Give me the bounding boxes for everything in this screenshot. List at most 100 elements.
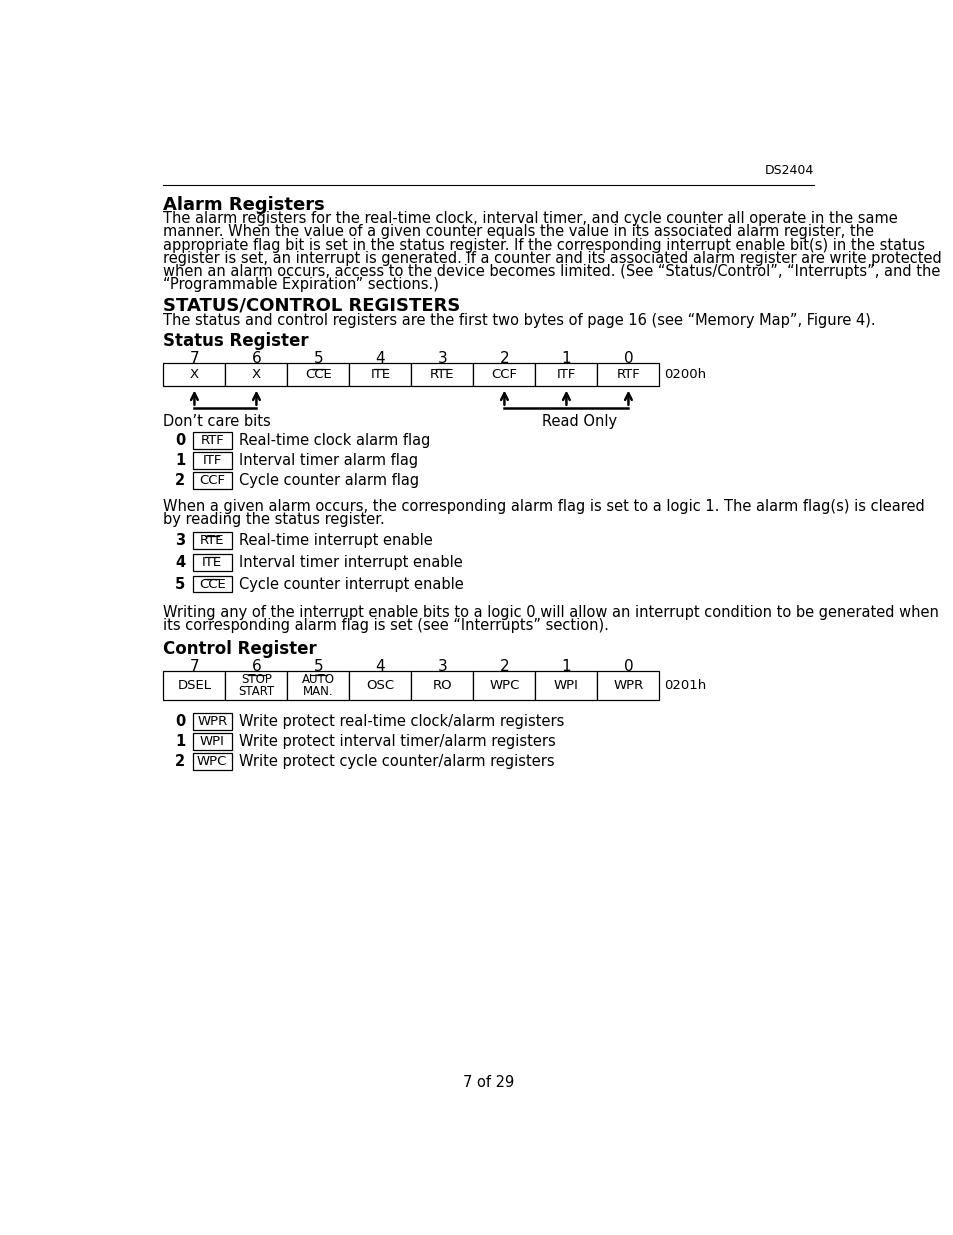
Text: WPC: WPC [197, 755, 227, 768]
Bar [193, 576, 232, 593]
Text: MAN.: MAN. [303, 685, 334, 698]
Text: DS2404: DS2404 [764, 164, 814, 178]
Text: Real-time clock alarm flag: Real-time clock alarm flag [239, 433, 431, 448]
Text: Write protect real-time clock/alarm registers: Write protect real-time clock/alarm regi… [239, 714, 564, 729]
Bar [535, 671, 597, 700]
Bar [597, 671, 659, 700]
Text: WPC: WPC [489, 679, 519, 692]
Text: 4: 4 [375, 351, 385, 366]
Bar [193, 713, 232, 730]
Text: 3: 3 [174, 534, 185, 548]
Text: 4: 4 [174, 555, 185, 571]
Bar [473, 363, 535, 387]
Text: RTE: RTE [430, 368, 455, 382]
Text: RO: RO [432, 679, 452, 692]
Text: Read Only: Read Only [541, 414, 616, 429]
Text: ITE: ITE [370, 368, 390, 382]
Bar [473, 671, 535, 700]
Text: 1: 1 [174, 453, 185, 468]
Text: “Programmable Expiration” sections.): “Programmable Expiration” sections.) [163, 277, 438, 291]
Text: 7: 7 [190, 658, 199, 674]
Text: 2: 2 [499, 658, 509, 674]
Text: Interval timer alarm flag: Interval timer alarm flag [239, 453, 418, 468]
Text: manner. When the value of a given counter equals the value in its associated ala: manner. When the value of a given counte… [163, 225, 874, 240]
Text: 0: 0 [623, 351, 633, 366]
Bar [193, 732, 232, 750]
Text: START: START [238, 685, 274, 698]
Text: Control Register: Control Register [163, 640, 316, 658]
Text: 0201h: 0201h [663, 679, 705, 692]
Text: Cycle counter interrupt enable: Cycle counter interrupt enable [239, 577, 464, 592]
Text: RTF: RTF [616, 368, 639, 382]
Bar [411, 671, 473, 700]
Bar [411, 363, 473, 387]
Text: The status and control registers are the first two bytes of page 16 (see “Memory: The status and control registers are the… [163, 312, 875, 329]
Text: 0: 0 [174, 433, 185, 448]
Bar [193, 752, 232, 769]
Text: WPR: WPR [197, 715, 227, 727]
Bar [349, 671, 411, 700]
Text: AUTO: AUTO [301, 673, 335, 685]
Text: STATUS/CONTROL REGISTERS: STATUS/CONTROL REGISTERS [163, 296, 460, 314]
Text: Real-time interrupt enable: Real-time interrupt enable [239, 534, 433, 548]
Text: When a given alarm occurs, the corresponding alarm flag is set to a logic 1. The: When a given alarm occurs, the correspon… [163, 499, 924, 514]
Text: 7: 7 [190, 351, 199, 366]
Text: 0: 0 [623, 658, 633, 674]
Text: WPI: WPI [199, 735, 225, 747]
Text: 3: 3 [437, 351, 447, 366]
Text: 5: 5 [314, 658, 323, 674]
Text: 1: 1 [174, 734, 185, 748]
Bar [163, 671, 225, 700]
Text: 3: 3 [437, 658, 447, 674]
Text: The alarm registers for the real-time clock, interval timer, and cycle counter a: The alarm registers for the real-time cl… [163, 211, 897, 226]
Text: CCE: CCE [305, 368, 332, 382]
Text: 2: 2 [174, 753, 185, 768]
Bar [225, 671, 287, 700]
Text: X: X [190, 368, 199, 382]
Text: 0200h: 0200h [663, 368, 705, 382]
Text: Status Register: Status Register [163, 332, 309, 351]
Text: CCF: CCF [491, 368, 517, 382]
Text: 4: 4 [375, 658, 385, 674]
Text: CCF: CCF [199, 474, 225, 488]
Text: by reading the status register.: by reading the status register. [163, 511, 385, 526]
Text: Writing any of the interrupt enable bits to a logic 0 will allow an interrupt co: Writing any of the interrupt enable bits… [163, 605, 939, 620]
Bar [287, 671, 349, 700]
Text: ITE: ITE [202, 556, 222, 569]
Text: register is set, an interrupt is generated. If a counter and its associated alar: register is set, an interrupt is generat… [163, 251, 942, 266]
Text: when an alarm occurs, access to the device becomes limited. (See “Status/Control: when an alarm occurs, access to the devi… [163, 264, 940, 279]
Text: 6: 6 [252, 658, 261, 674]
Text: WPI: WPI [554, 679, 578, 692]
Text: OSC: OSC [366, 679, 395, 692]
Bar [535, 363, 597, 387]
Text: 2: 2 [499, 351, 509, 366]
Bar [349, 363, 411, 387]
Text: 6: 6 [252, 351, 261, 366]
Text: ITF: ITF [202, 454, 222, 467]
Bar [193, 452, 232, 469]
Text: 5: 5 [314, 351, 323, 366]
Text: ITF: ITF [557, 368, 576, 382]
Bar [193, 532, 232, 550]
Bar [163, 363, 225, 387]
Bar [597, 363, 659, 387]
Text: 0: 0 [174, 714, 185, 729]
Text: DSEL: DSEL [177, 679, 212, 692]
Text: 1: 1 [561, 658, 571, 674]
Text: Alarm Registers: Alarm Registers [163, 196, 325, 214]
Text: 7 of 29: 7 of 29 [463, 1074, 514, 1089]
Bar [193, 432, 232, 450]
Bar [193, 472, 232, 489]
Text: X: X [252, 368, 261, 382]
Text: RTF: RTF [200, 435, 224, 447]
Bar [225, 363, 287, 387]
Text: Interval timer interrupt enable: Interval timer interrupt enable [239, 555, 462, 571]
Bar [287, 363, 349, 387]
Text: WPR: WPR [613, 679, 643, 692]
Text: Don’t care bits: Don’t care bits [163, 414, 271, 429]
Text: Write protect interval timer/alarm registers: Write protect interval timer/alarm regis… [239, 734, 556, 748]
Text: STOP: STOP [241, 673, 272, 685]
Text: RTE: RTE [200, 535, 224, 547]
Text: 5: 5 [174, 577, 185, 592]
Text: 1: 1 [561, 351, 571, 366]
